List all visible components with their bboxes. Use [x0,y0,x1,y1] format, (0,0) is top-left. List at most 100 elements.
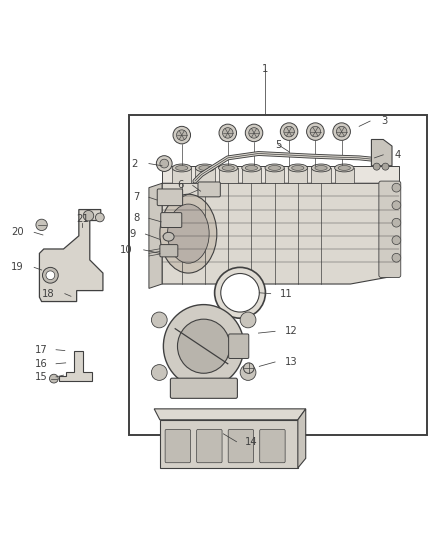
Text: 10: 10 [120,245,132,255]
Ellipse shape [167,204,209,263]
Text: 21: 21 [76,214,89,224]
FancyBboxPatch shape [197,430,222,463]
Text: 8: 8 [133,213,139,223]
Circle shape [160,159,169,168]
Polygon shape [162,183,399,284]
Polygon shape [149,183,162,288]
Text: 13: 13 [285,357,297,367]
Text: 6: 6 [177,181,184,190]
Polygon shape [162,166,399,183]
Circle shape [177,130,187,140]
FancyBboxPatch shape [165,430,191,463]
Text: 9: 9 [129,229,136,239]
Circle shape [333,123,350,140]
Text: 16: 16 [35,359,47,369]
Ellipse shape [292,166,304,171]
Circle shape [392,236,401,245]
Bar [195,168,215,183]
FancyBboxPatch shape [228,430,254,463]
Circle shape [240,312,256,328]
Bar [288,168,307,183]
Bar [242,168,261,183]
Circle shape [307,123,324,140]
Ellipse shape [315,166,327,171]
Circle shape [336,126,347,137]
Polygon shape [298,409,306,468]
FancyBboxPatch shape [229,334,249,359]
Circle shape [284,126,294,137]
Text: 3: 3 [381,116,387,126]
Circle shape [392,201,401,209]
Ellipse shape [288,164,307,172]
FancyBboxPatch shape [379,181,401,278]
Text: 19: 19 [11,262,24,272]
Circle shape [382,163,389,170]
Ellipse shape [311,164,331,172]
Ellipse shape [199,166,211,171]
Bar [172,168,191,183]
Circle shape [49,374,58,383]
Circle shape [249,128,259,138]
Text: 14: 14 [244,437,257,447]
Polygon shape [39,209,103,302]
Text: 18: 18 [42,289,55,298]
Text: 20: 20 [11,228,24,237]
Ellipse shape [268,166,281,171]
Circle shape [392,253,401,262]
Circle shape [280,123,298,140]
Ellipse shape [242,164,261,172]
Circle shape [219,124,237,142]
FancyBboxPatch shape [160,245,178,257]
Circle shape [83,211,94,221]
Text: 17: 17 [35,345,47,355]
Polygon shape [59,351,92,381]
Ellipse shape [172,164,191,172]
Polygon shape [154,409,306,420]
Circle shape [373,163,380,170]
Ellipse shape [335,164,354,172]
Ellipse shape [177,319,230,373]
Circle shape [173,126,191,144]
Polygon shape [160,420,298,468]
Text: 11: 11 [280,289,293,298]
Ellipse shape [176,166,188,171]
Circle shape [152,312,167,328]
Circle shape [223,128,233,138]
Circle shape [392,219,401,227]
Circle shape [42,268,58,283]
Ellipse shape [219,164,238,172]
Circle shape [240,365,256,381]
Circle shape [310,126,321,137]
Ellipse shape [163,304,244,388]
Circle shape [152,365,167,381]
Text: 7: 7 [133,192,139,203]
Ellipse shape [265,164,284,172]
Text: 12: 12 [285,326,297,336]
Ellipse shape [222,166,234,171]
Circle shape [221,273,259,312]
Text: 4: 4 [394,150,400,160]
Bar [311,168,331,183]
FancyBboxPatch shape [170,378,237,398]
Circle shape [392,183,401,192]
Ellipse shape [160,194,217,273]
FancyBboxPatch shape [161,213,182,228]
Text: 15: 15 [35,372,47,382]
Bar [129,115,427,435]
Circle shape [95,213,104,222]
Ellipse shape [245,166,258,171]
Text: 5: 5 [275,140,281,150]
FancyBboxPatch shape [157,189,183,206]
Circle shape [244,363,254,374]
Circle shape [46,271,55,280]
Ellipse shape [338,166,350,171]
Ellipse shape [195,164,215,172]
Ellipse shape [163,232,174,241]
Bar [265,168,284,183]
Text: 1: 1 [262,64,268,75]
FancyBboxPatch shape [260,430,285,463]
Bar [335,168,354,183]
Polygon shape [371,140,392,166]
Circle shape [156,156,172,172]
FancyBboxPatch shape [198,182,220,197]
